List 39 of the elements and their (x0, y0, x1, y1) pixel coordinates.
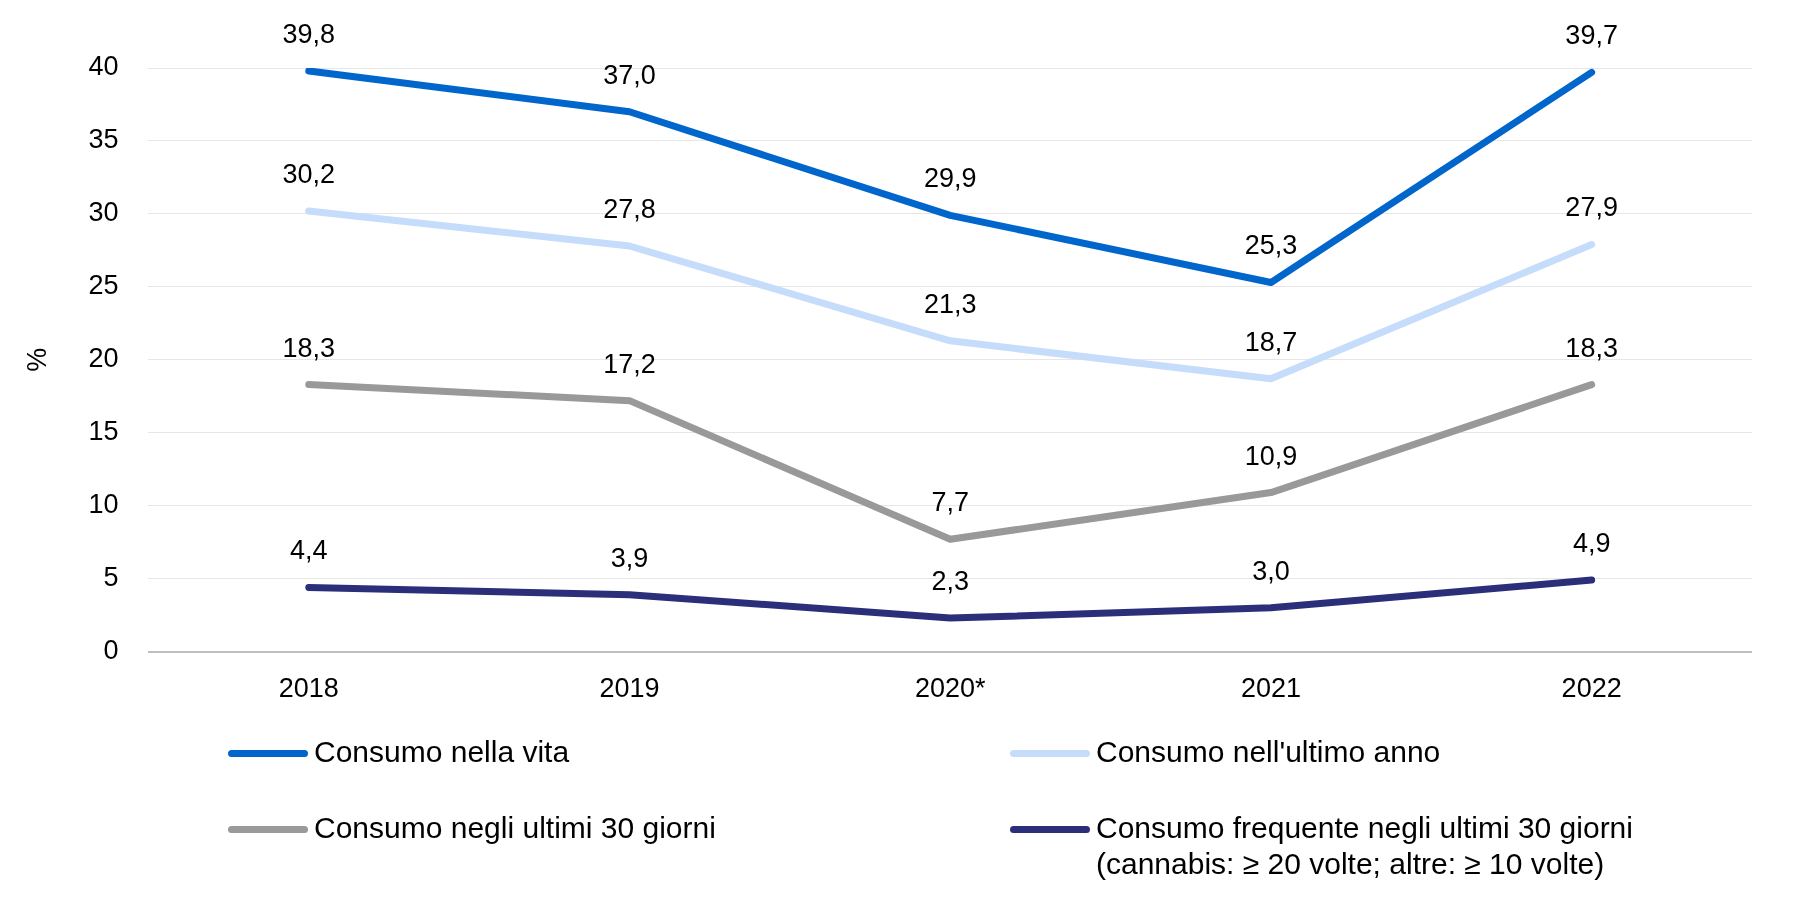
data-label: 7,7 (931, 487, 969, 518)
data-label: 21,3 (923, 288, 977, 319)
data-label: 37,0 (603, 59, 656, 90)
data-label: 3,9 (610, 542, 649, 573)
data-label: 18,3 (1565, 332, 1618, 363)
x-tick-label: 2020* (914, 673, 986, 704)
y-tick-label: 40 (88, 51, 119, 82)
data-label: 39,8 (282, 18, 336, 49)
y-tick-label: 10 (88, 489, 119, 520)
y-axis-title: % (21, 347, 52, 372)
data-label: 30,2 (282, 158, 336, 189)
legend-label: Consumo negli ultimi 30 giorni (314, 810, 716, 846)
data-label: 3,0 (1252, 555, 1290, 586)
data-label: 39,7 (1565, 20, 1618, 51)
data-label: 17,2 (603, 348, 656, 379)
data-label: 25,3 (1244, 230, 1298, 261)
data-label: 4,4 (290, 535, 328, 566)
data-label: 2,3 (931, 566, 969, 596)
legend-label: Consumo frequente negli ultimi 30 giorni (cannabis: ≥ 20 volte; altre: ≥ 10 volte) (1096, 810, 1633, 882)
y-tick-label: 20 (88, 343, 119, 374)
legend-label: Consumo nell'ultimo anno (1096, 734, 1441, 770)
y-tick-label: 0 (103, 635, 119, 666)
x-tick-label: 2019 (599, 673, 660, 704)
data-label: 10,9 (1244, 440, 1298, 471)
data-label: 27,8 (603, 193, 656, 224)
data-label: 18,7 (1244, 326, 1298, 357)
x-tick-label: 2022 (1561, 673, 1622, 704)
legend-label: Consumo nella vita (314, 734, 570, 770)
data-label: 4,9 (1572, 528, 1611, 559)
y-tick-label: 15 (88, 416, 119, 447)
data-label: 29,9 (923, 163, 977, 194)
data-label: 27,9 (1565, 192, 1618, 223)
y-tick-label: 30 (88, 197, 119, 228)
x-tick-label: 2018 (278, 673, 339, 704)
data-label: 18,3 (282, 332, 336, 363)
y-tick-label: 35 (88, 124, 119, 155)
y-tick-label: 25 (88, 270, 119, 301)
y-tick-label: 5 (103, 562, 119, 593)
x-tick-label: 2021 (1240, 673, 1301, 704)
